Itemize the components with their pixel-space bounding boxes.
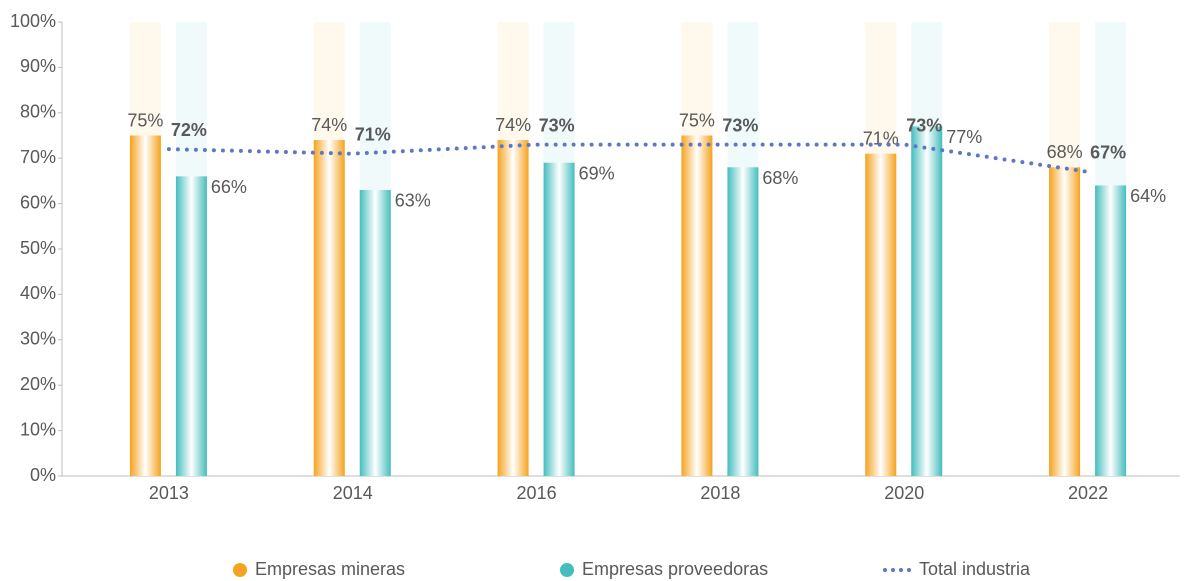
bar — [911, 126, 943, 477]
y-tick-label: 70% — [20, 147, 56, 167]
x-tick-label: 2014 — [333, 483, 373, 503]
line-label: 73% — [539, 115, 575, 135]
x-tick-label: 2013 — [149, 483, 189, 503]
data-label: 75% — [127, 110, 163, 130]
y-tick-label: 60% — [20, 192, 56, 212]
line-label: 67% — [1090, 143, 1126, 163]
data-label: 77% — [946, 127, 982, 147]
data-label: 68% — [1047, 142, 1083, 162]
data-label: 74% — [311, 115, 347, 135]
legend-swatch — [233, 563, 247, 577]
legend-label: Empresas mineras — [255, 559, 405, 579]
bar — [313, 140, 345, 477]
data-label: 63% — [395, 191, 431, 211]
data-label: 75% — [679, 110, 715, 130]
y-tick-label: 40% — [20, 283, 56, 303]
y-tick-label: 30% — [20, 329, 56, 349]
bar — [359, 189, 391, 477]
bar — [1095, 185, 1127, 476]
line-label: 73% — [722, 115, 758, 135]
line-label: 72% — [171, 120, 207, 140]
y-tick-label: 10% — [20, 419, 56, 439]
y-tick-label: 50% — [20, 238, 56, 258]
line — [166, 142, 1091, 174]
bar — [865, 153, 897, 476]
data-label: 64% — [1130, 186, 1166, 206]
y-tick-label: 90% — [20, 56, 56, 76]
line-label: 71% — [355, 124, 391, 144]
bar — [543, 162, 575, 477]
bar — [497, 140, 529, 477]
y-tick-label: 80% — [20, 102, 56, 122]
bar — [727, 167, 759, 476]
x-tick-label: 2016 — [517, 483, 557, 503]
bar — [175, 176, 207, 477]
bar — [129, 135, 161, 476]
bar — [1049, 167, 1081, 476]
y-tick-label: 100% — [10, 11, 56, 31]
data-label: 74% — [495, 115, 531, 135]
x-tick-label: 2022 — [1068, 483, 1108, 503]
data-label: 69% — [579, 163, 615, 183]
data-label: 68% — [762, 168, 798, 188]
legend-label: Total industria — [919, 559, 1031, 579]
y-tick-label: 20% — [20, 374, 56, 394]
legend-label: Empresas proveedoras — [582, 559, 768, 579]
y-tick-label: 0% — [30, 465, 56, 485]
data-label: 66% — [211, 177, 247, 197]
bar — [681, 135, 713, 476]
line-label: 73% — [906, 115, 942, 135]
x-tick-label: 2018 — [700, 483, 740, 503]
x-tick-label: 2020 — [884, 483, 924, 503]
legend-swatch — [560, 563, 574, 577]
